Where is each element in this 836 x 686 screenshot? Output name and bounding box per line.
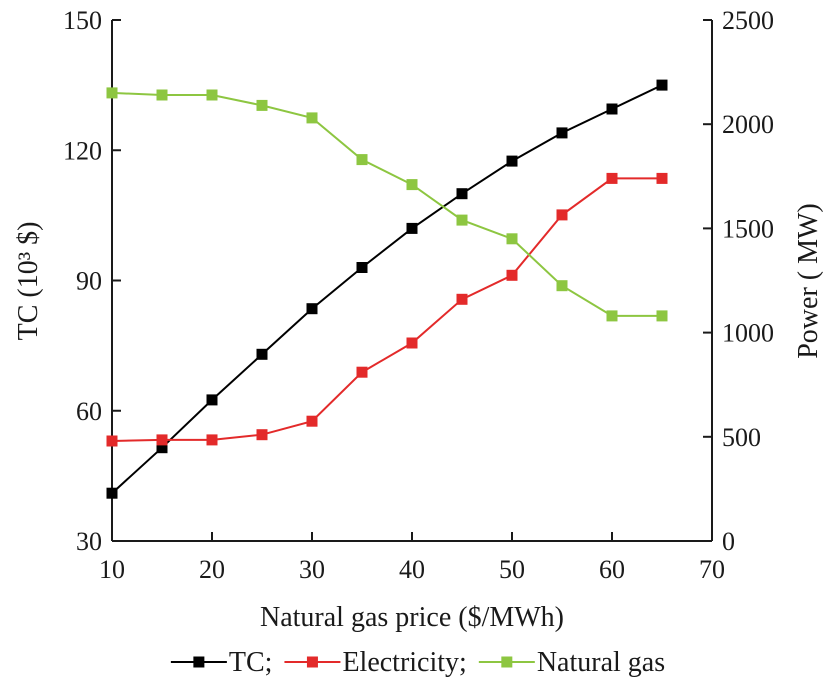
legend-item-tc: TC; — [170, 647, 273, 678]
y-axis-right-title: Power ( MW) — [793, 203, 824, 359]
data-point-tc — [456, 188, 468, 200]
data-point-natural-gas — [556, 280, 568, 292]
data-point-natural-gas — [506, 233, 518, 245]
data-point-electricity — [206, 434, 218, 446]
data-point-natural-gas — [406, 179, 418, 191]
legend-label: Natural gas — [537, 647, 665, 678]
y-left-tick-label: 90 — [76, 267, 102, 296]
data-point-tc — [256, 348, 268, 360]
data-point-electricity — [306, 415, 318, 427]
data-point-tc — [306, 303, 318, 315]
series-line-electricity — [111, 177, 662, 442]
data-point-electricity — [506, 269, 518, 281]
tick-labels: 10 20 30 40 50 60 7030609012015005001000150020… — [63, 6, 774, 584]
series-line-natural-gas — [111, 91, 662, 317]
data-point-natural-gas — [156, 89, 168, 101]
x-tick-label: 30 — [299, 555, 325, 584]
legend-swatch-marker — [306, 656, 318, 668]
y-left-tick-label: 60 — [76, 397, 102, 426]
data-point-tc — [606, 103, 618, 115]
x-tick-label: 10 — [99, 555, 125, 584]
data-point-electricity — [356, 366, 368, 378]
data-point-natural-gas — [106, 87, 118, 99]
legend-label: TC; — [229, 647, 273, 678]
data-point-tc — [106, 487, 118, 499]
data-point-natural-gas — [206, 89, 218, 101]
y-right-tick-label: 1500 — [722, 214, 774, 243]
legend-label: Electricity; — [342, 647, 466, 678]
data-point-natural-gas — [356, 154, 368, 166]
y-left-tick-label: 120 — [63, 136, 102, 165]
data-point-electricity — [656, 172, 668, 184]
y-left-tick-label: 150 — [63, 6, 102, 35]
data-point-electricity — [606, 172, 618, 184]
data-point-natural-gas — [456, 214, 468, 226]
data-point-tc — [556, 127, 568, 139]
data-point-natural-gas — [656, 310, 668, 322]
data-point-tc — [356, 262, 368, 273]
series-electricity — [106, 172, 668, 447]
data-point-tc — [506, 155, 518, 167]
series-line-tc — [111, 84, 663, 494]
data-point-electricity — [256, 429, 268, 441]
x-tick-label: 20 — [199, 555, 225, 584]
series-natural-gas — [106, 87, 668, 322]
legend-swatch-marker — [501, 656, 513, 668]
data-point-natural-gas — [606, 310, 618, 322]
series-layer — [106, 79, 668, 499]
data-point-electricity — [456, 293, 468, 305]
data-point-natural-gas — [306, 112, 318, 124]
legend-item-electricity: Electricity; — [284, 647, 467, 678]
y-right-tick-label: 1000 — [722, 319, 774, 348]
x-tick-label: 70 — [699, 555, 725, 584]
data-point-electricity — [556, 209, 568, 221]
data-point-electricity — [406, 337, 418, 349]
x-tick-label: 60 — [599, 555, 625, 584]
data-point-electricity — [106, 435, 118, 447]
legend-item-natural-gas: Natural gas — [478, 647, 665, 678]
data-point-tc — [206, 394, 218, 406]
y-axis-left-title: TC (10³ $) — [13, 222, 44, 341]
axes — [111, 19, 713, 542]
series-tc — [106, 79, 668, 499]
data-point-tc — [406, 222, 418, 234]
y-right-tick-label: 500 — [722, 423, 761, 452]
legend: TC; Electricity; Natural gas — [170, 647, 665, 678]
y-right-tick-label: 2500 — [722, 6, 774, 35]
y-right-tick-label: 2000 — [722, 110, 774, 139]
data-point-tc — [156, 442, 168, 454]
data-point-tc — [656, 79, 668, 91]
y-right-tick-label: 0 — [722, 527, 735, 556]
y-left-tick-label: 30 — [76, 527, 102, 556]
data-point-natural-gas — [256, 99, 268, 111]
legend-swatch-marker — [193, 656, 205, 668]
data-point-electricity — [156, 434, 168, 446]
x-tick-label: 40 — [399, 555, 425, 584]
x-axis-title: Natural gas price ($/MWh) — [260, 602, 564, 633]
x-tick-label: 50 — [499, 555, 525, 584]
